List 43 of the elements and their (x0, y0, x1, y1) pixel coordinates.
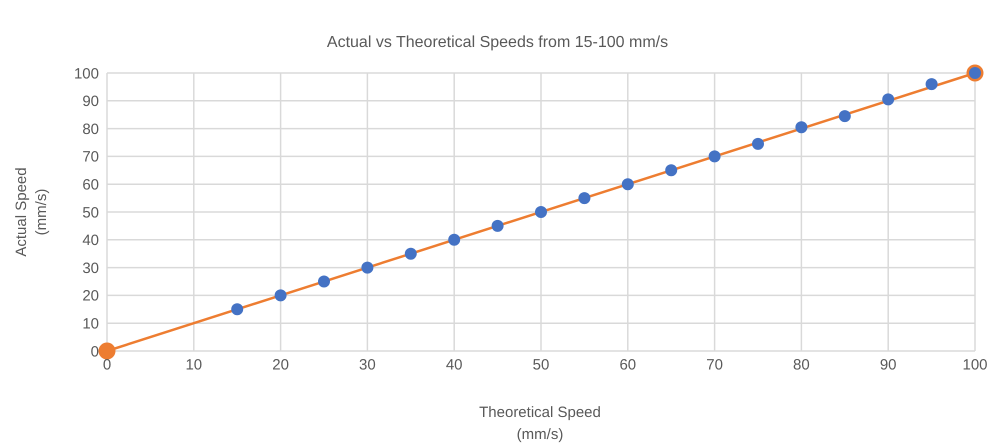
point (231, 303, 244, 316)
x-tick-label: 100 (962, 356, 988, 374)
x-tick-label: 90 (880, 356, 897, 374)
point (752, 138, 764, 150)
y-tick-label: 70 (82, 148, 99, 166)
y-tick-label: 50 (82, 204, 99, 222)
point (535, 206, 547, 218)
y-tick-label: 10 (82, 316, 99, 333)
x-axis-title: Theoretical Speed (mm/s) (478, 403, 602, 445)
x-tick-label: 40 (446, 356, 463, 374)
point (448, 234, 460, 246)
x-tick-label: 50 (532, 356, 550, 374)
point (622, 178, 634, 190)
point (404, 248, 417, 260)
y-tick-label: 60 (82, 176, 99, 194)
x-tick-label: 60 (619, 356, 636, 374)
chart-title: Actual vs Theoretical Speeds from 15-100 mm/s (326, 34, 670, 52)
y-axis-title: Actual Speed (mm/s) (12, 167, 51, 257)
point (665, 164, 678, 176)
point (926, 78, 938, 90)
x-tick-label: 30 (359, 356, 376, 374)
point (318, 276, 330, 288)
point (578, 192, 590, 204)
point (361, 262, 374, 274)
x-tick-label: 80 (793, 356, 810, 374)
point (708, 150, 721, 162)
point (274, 289, 287, 302)
y-tick-label: 90 (82, 93, 99, 110)
y-tick-label: 40 (82, 232, 99, 250)
y-tick-label: 0 (90, 343, 99, 360)
y-tick-label: 20 (82, 288, 99, 305)
x-tick-label: 0 (102, 356, 112, 374)
x-tick-label: 10 (185, 356, 202, 374)
point (492, 220, 504, 232)
point (98, 342, 116, 360)
y-tick-label: 100 (74, 65, 99, 82)
point (838, 110, 851, 122)
point (795, 121, 808, 134)
point (882, 93, 894, 106)
y-tick-label: 30 (82, 260, 99, 277)
y-tick-label: 80 (82, 120, 99, 138)
x-tick-label: 70 (706, 356, 723, 374)
x-tick-label: 20 (272, 356, 289, 374)
